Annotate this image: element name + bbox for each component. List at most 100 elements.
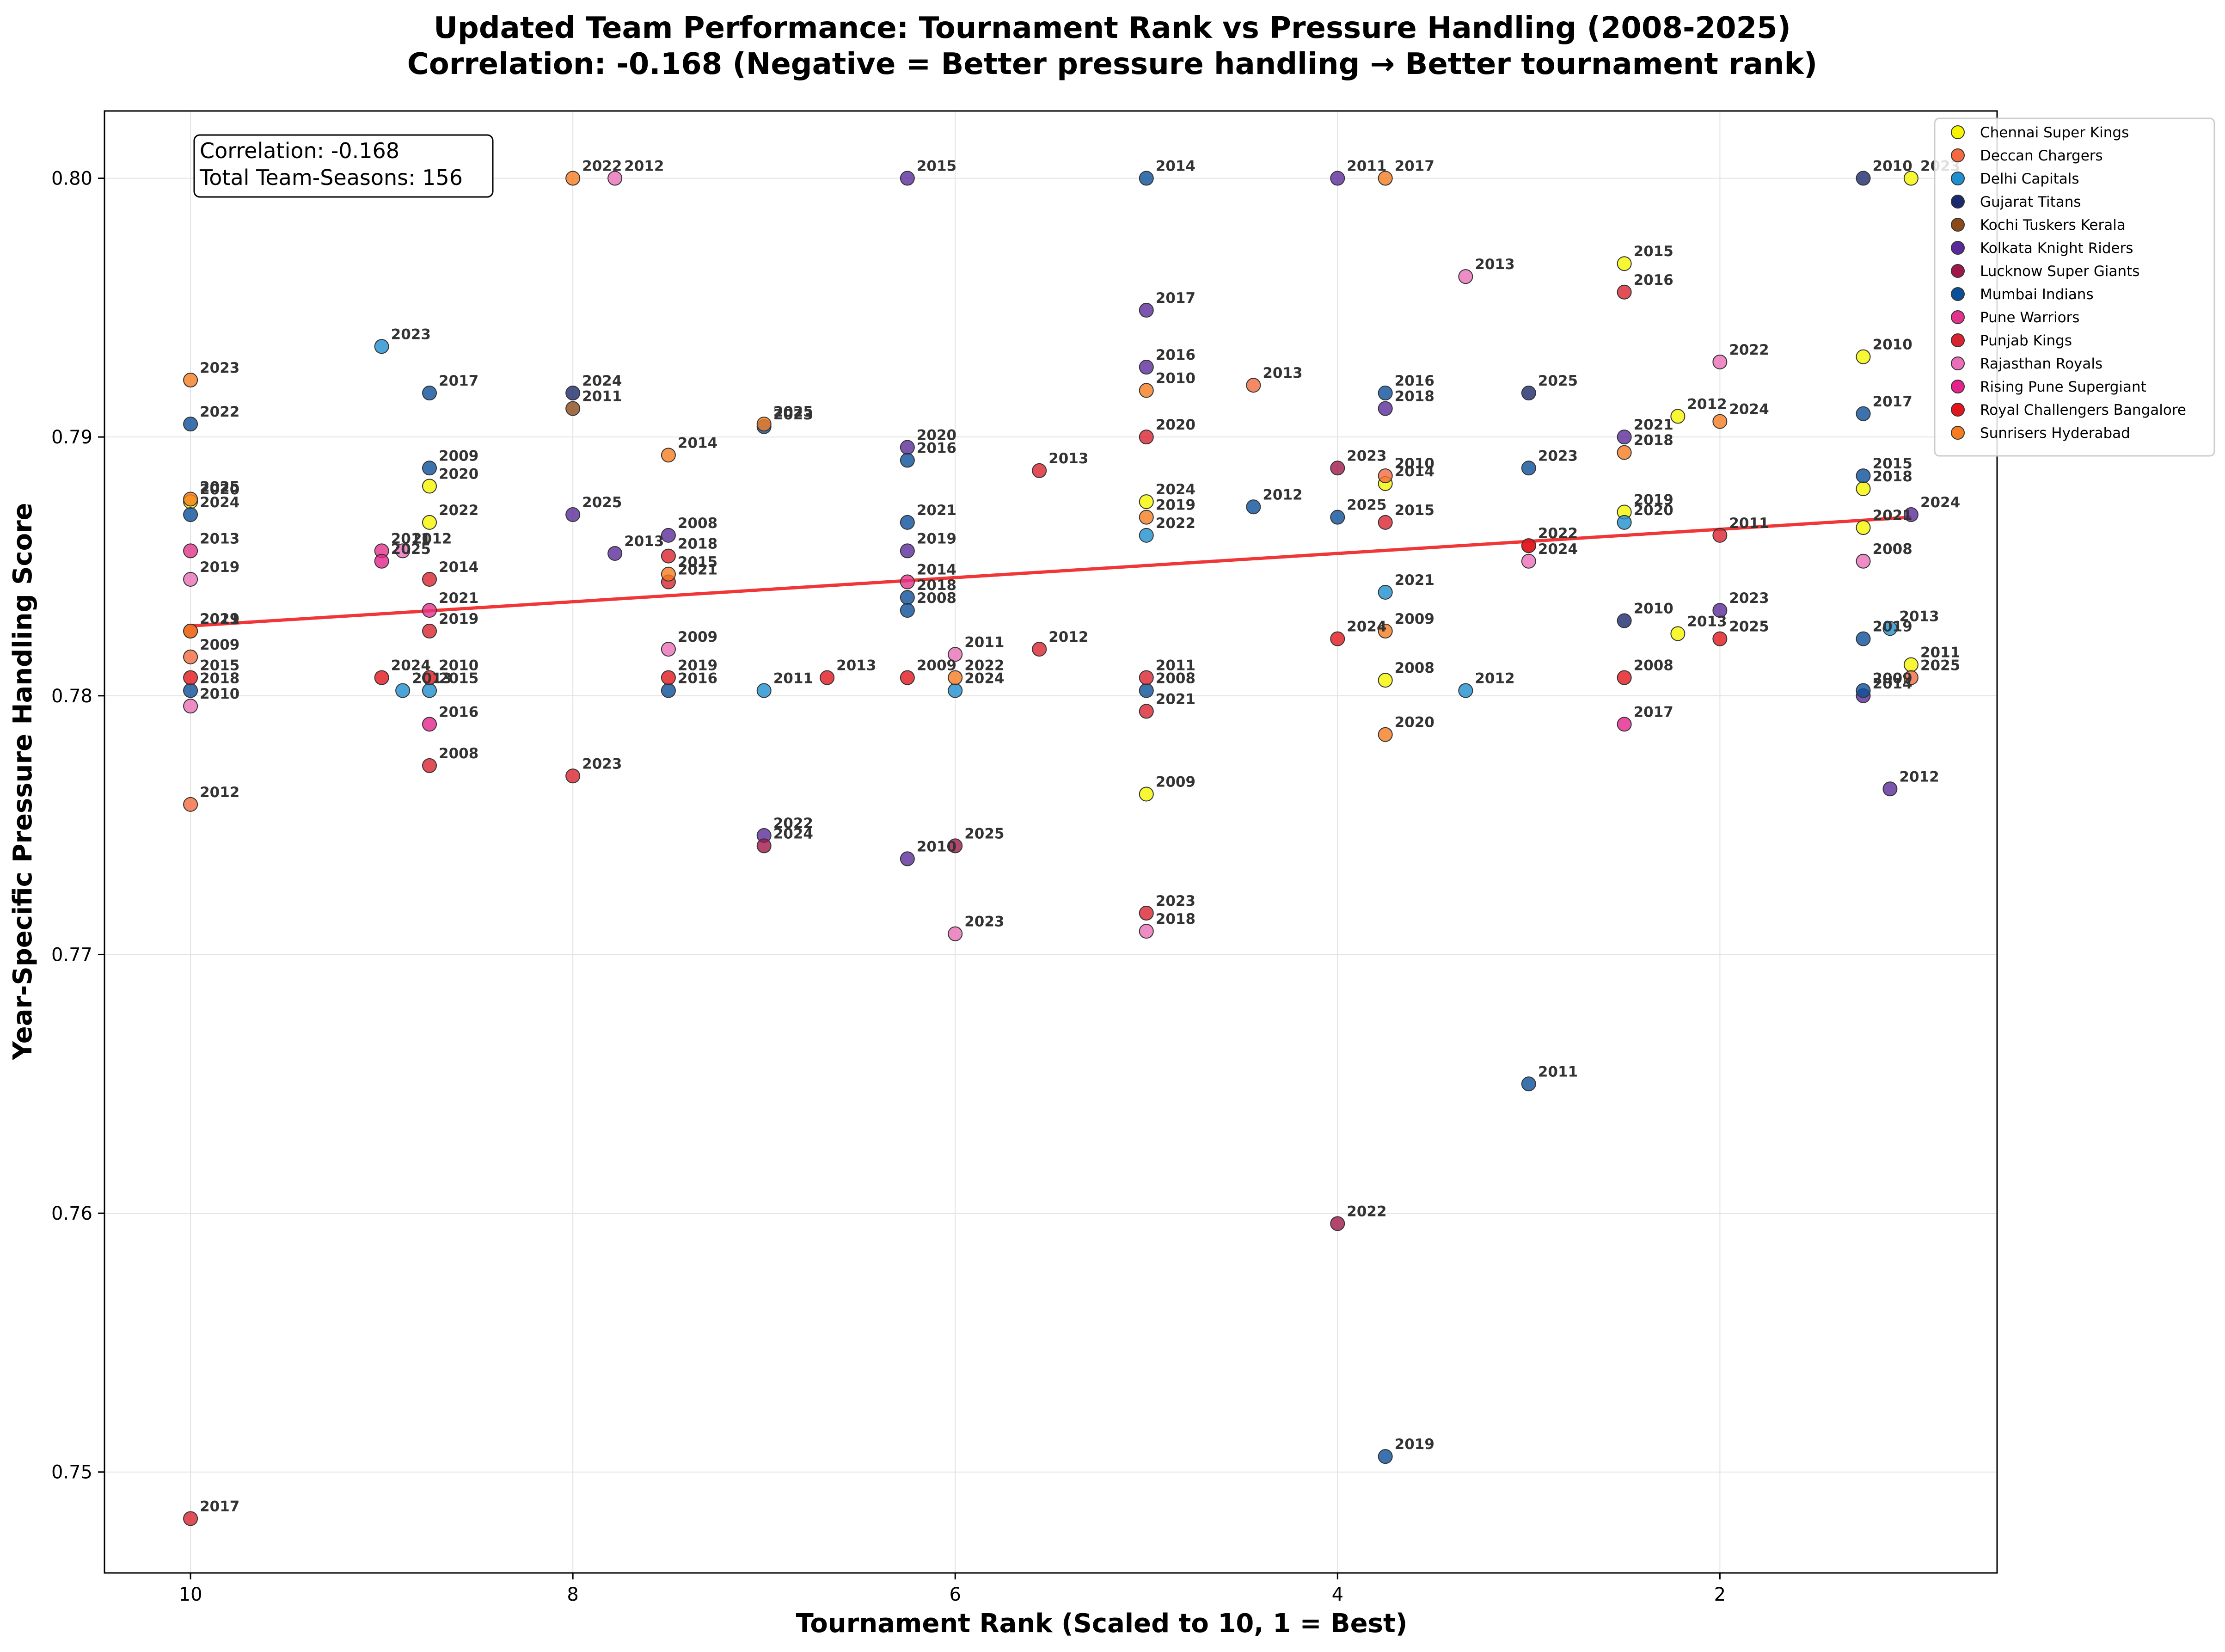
- point-label: 2017: [200, 1498, 239, 1515]
- point-label: 2020: [1395, 714, 1434, 731]
- data-point: [900, 603, 915, 618]
- data-point: [1032, 642, 1047, 657]
- trendline: [190, 516, 1912, 628]
- point-label: 2015: [1634, 243, 1673, 260]
- point-label: 2012: [1048, 629, 1088, 645]
- data-point: [900, 440, 915, 455]
- point-label: 2011: [1729, 515, 1769, 532]
- data-point: [1856, 683, 1871, 698]
- point-label: 2009: [200, 637, 239, 653]
- legend-entry: Mumbai Indians: [1980, 286, 2094, 303]
- point-label: 2012: [412, 530, 452, 547]
- data-point: [1139, 302, 1154, 318]
- legend-marker: [1951, 287, 1965, 301]
- data-point: [756, 838, 772, 854]
- data-point: [1378, 171, 1393, 186]
- point-label: 2023: [1538, 448, 1578, 464]
- data-point: [1139, 171, 1154, 186]
- point-label: 2010: [1873, 158, 1912, 175]
- point-label: 2021: [1395, 572, 1434, 589]
- legend-marker: [1951, 125, 1965, 139]
- data-point: [422, 758, 437, 773]
- y-axis-ticks: 0.75 0.76 0.77 0.78 0.79 0.80: [51, 168, 104, 1483]
- point-label: 2013: [1475, 256, 1514, 273]
- data-point: [1712, 414, 1728, 429]
- chart-title: Updated Team Performance: Tournament Ran…: [434, 11, 1791, 45]
- data-point: [948, 838, 963, 854]
- data-point: [820, 670, 835, 685]
- stats-box-frame: [193, 134, 494, 198]
- point-label: 2014: [678, 435, 717, 451]
- data-point: [1378, 623, 1393, 639]
- point-label: 2025: [200, 479, 239, 495]
- point-label: 2008: [1156, 670, 1195, 687]
- point-label: 2012: [624, 158, 664, 175]
- point-label: 2022: [964, 657, 1004, 674]
- data-point: [374, 553, 389, 569]
- data-point: [422, 623, 437, 639]
- data-point: [1139, 670, 1154, 685]
- point-label: 2023: [1729, 590, 1769, 607]
- point-label: 2024: [200, 494, 239, 511]
- point-label: 2023: [200, 360, 239, 376]
- point-label: 2023: [1347, 448, 1386, 464]
- data-point: [422, 571, 437, 587]
- data-point: [1712, 528, 1728, 543]
- point-label: 2025: [1347, 497, 1386, 514]
- data-point: [1617, 430, 1632, 445]
- data-point: [422, 670, 437, 685]
- point-label: 2016: [439, 704, 478, 720]
- point-label: 2019: [1634, 491, 1673, 508]
- point-label: 2016: [1395, 373, 1434, 389]
- point-label: 2013: [1687, 613, 1727, 630]
- data-point: [1378, 727, 1393, 742]
- data-point: [1139, 905, 1154, 921]
- point-label: 2019: [200, 611, 239, 627]
- data-point: [900, 453, 915, 468]
- data-point: [1712, 354, 1728, 369]
- data-point: [1032, 463, 1047, 478]
- data-point: [1712, 631, 1728, 646]
- point-label: 2017: [439, 373, 478, 389]
- point-label: 2022: [582, 158, 622, 175]
- point-label: 2017: [1395, 158, 1434, 175]
- point-label: 2008: [1395, 660, 1434, 676]
- point-label: 2018: [1873, 468, 1912, 485]
- point-label: 2010: [1873, 337, 1912, 353]
- data-point: [900, 590, 915, 605]
- point-label: 2012: [1263, 486, 1302, 503]
- data-point: [1856, 520, 1871, 535]
- point-label: 2009: [1156, 774, 1195, 790]
- point-label: 2009: [678, 629, 717, 645]
- stats-box: Correlation: -0.168 Total Team-Seasons: …: [193, 134, 494, 198]
- data-point: [183, 373, 198, 388]
- point-label: 2021: [1156, 691, 1195, 707]
- y-tick-label: 0.79: [51, 427, 92, 448]
- points-group: [183, 171, 1919, 1526]
- point-label: 2022: [439, 502, 478, 519]
- data-point: [1378, 1449, 1393, 1464]
- point-label: 2024: [1538, 541, 1578, 558]
- data-point: [661, 683, 676, 698]
- data-point: [1670, 409, 1686, 424]
- point-label: 2017: [1634, 704, 1673, 720]
- legend-entry: Punjab Kings: [1980, 332, 2072, 349]
- legend-marker: [1951, 356, 1965, 370]
- point-label: 2019: [1395, 1436, 1434, 1453]
- point-label: 2020: [439, 466, 478, 482]
- legend-marker: [1951, 333, 1965, 347]
- data-point: [900, 670, 915, 685]
- data-point: [1139, 704, 1154, 719]
- data-point: [661, 548, 676, 564]
- point-label: 2019: [1873, 619, 1912, 635]
- point-label: 2023: [773, 406, 813, 423]
- data-point: [422, 461, 437, 476]
- x-tick-label: 8: [567, 1584, 578, 1605]
- point-label: 2011: [1347, 158, 1386, 175]
- point-label: 2018: [1634, 432, 1673, 449]
- legend-entry: Kochi Tuskers Kerala: [1980, 217, 2126, 233]
- data-point: [1246, 378, 1261, 393]
- data-point: [948, 926, 963, 941]
- data-point: [1378, 515, 1393, 530]
- point-label: 2012: [1475, 670, 1514, 687]
